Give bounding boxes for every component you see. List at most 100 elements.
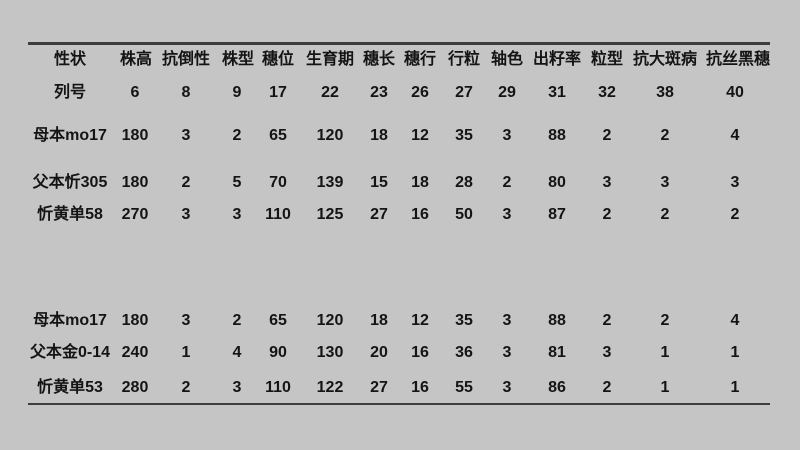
cell-value: 1 — [660, 379, 670, 396]
cell-value: 2 — [232, 312, 242, 329]
cell-value: 16 — [411, 379, 429, 396]
cell-value: 36 — [455, 344, 473, 361]
cell-value: 2 — [660, 206, 670, 223]
column-number: 26 — [411, 84, 429, 101]
cell-value: 1 — [730, 379, 740, 396]
cell-value: 122 — [316, 379, 344, 396]
cell-value: 180 — [121, 174, 149, 191]
cell-value: 3 — [502, 344, 512, 361]
table-row: 母本mo17 180 3 2 65 120 18 12 35 3 88 2 2 … — [20, 125, 784, 147]
column-header-smut-resistance: 抗丝黑穗 — [706, 51, 771, 68]
cell-value: 270 — [121, 206, 149, 223]
cell-value: 3 — [232, 379, 242, 396]
cell-value: 3 — [502, 206, 512, 223]
cell-value: 16 — [411, 206, 429, 223]
cell-value: 2 — [232, 127, 242, 144]
column-header-seed-rate: 出籽率 — [532, 51, 581, 68]
cell-value: 1 — [181, 344, 191, 361]
cell-value: 80 — [548, 174, 566, 191]
cell-value: 50 — [455, 206, 473, 223]
cell-value: 35 — [455, 127, 473, 144]
cell-value: 3 — [232, 206, 242, 223]
row-label: 母本mo17 — [33, 127, 107, 144]
cell-value: 180 — [121, 127, 149, 144]
cell-value: 18 — [411, 174, 429, 191]
column-header-cob-color: 轴色 — [490, 51, 523, 68]
cell-value: 120 — [316, 127, 344, 144]
table-row: 母本mo17 180 3 2 65 120 18 12 35 3 88 2 2 … — [20, 310, 784, 332]
cell-value: 2 — [502, 174, 512, 191]
cell-value: 180 — [121, 312, 149, 329]
table-bottom-rule — [28, 403, 770, 405]
cell-value: 4 — [730, 312, 740, 329]
column-number: 38 — [656, 84, 674, 101]
column-number: 40 — [726, 84, 744, 101]
cell-value: 35 — [455, 312, 473, 329]
table-row: 忻黄单58 270 3 3 110 125 27 16 50 3 87 2 2 … — [20, 204, 784, 226]
cell-value: 3 — [502, 312, 512, 329]
column-number: 29 — [498, 84, 516, 101]
column-header-trait: 性状 — [53, 51, 86, 68]
table-row: 忻黄单53 280 2 3 110 122 27 16 55 3 86 2 1 … — [20, 377, 784, 399]
cell-value: 65 — [269, 127, 287, 144]
column-number: 9 — [232, 84, 242, 101]
row-label: 父本金0-14 — [29, 344, 111, 361]
cell-value: 130 — [316, 344, 344, 361]
cell-value: 88 — [548, 312, 566, 329]
cell-value: 3 — [502, 127, 512, 144]
cell-value: 90 — [269, 344, 287, 361]
cell-value: 12 — [411, 127, 429, 144]
column-header-kernels-per-row: 行粒 — [447, 51, 480, 68]
column-header-kernel-type: 粒型 — [590, 51, 623, 68]
cell-value: 2 — [602, 206, 612, 223]
cell-value: 28 — [455, 174, 473, 191]
cell-value: 2 — [181, 379, 191, 396]
column-header-lodging-resistance: 抗倒性 — [161, 51, 210, 68]
column-number: 22 — [321, 84, 339, 101]
cell-value: 12 — [411, 312, 429, 329]
cell-value: 20 — [370, 344, 388, 361]
cell-value: 3 — [602, 344, 612, 361]
column-header-ear-length: 穗长 — [362, 51, 395, 68]
column-header-growth-period: 生育期 — [305, 51, 354, 68]
column-header-plant-type: 株型 — [222, 51, 255, 68]
cell-value: 18 — [370, 312, 388, 329]
cell-value: 1 — [660, 344, 670, 361]
column-header-plant-height: 株高 — [120, 51, 153, 68]
row-label: 父本忻305 — [32, 174, 108, 191]
cell-value: 3 — [502, 379, 512, 396]
cell-value: 27 — [370, 206, 388, 223]
cell-value: 110 — [265, 379, 291, 396]
cell-value: 88 — [548, 127, 566, 144]
cell-value: 2 — [602, 127, 612, 144]
cell-value: 1 — [730, 344, 740, 361]
row-label: 列号 — [53, 84, 86, 101]
cell-value: 70 — [269, 174, 287, 191]
cell-value: 4 — [232, 344, 242, 361]
table-top-rule — [28, 42, 770, 45]
cell-value: 280 — [121, 379, 149, 396]
cell-value: 2 — [181, 174, 191, 191]
cell-value: 3 — [181, 312, 191, 329]
row-label: 忻黄单58 — [37, 206, 103, 223]
column-number: 23 — [370, 84, 388, 101]
cell-value: 2 — [602, 379, 612, 396]
table-header-row: 性状 株高 抗倒性 株型 穗位 生育期 穗长 穗行 行粒 轴色 出籽率 粒型 抗… — [20, 49, 784, 71]
column-number: 8 — [181, 84, 191, 101]
cell-value: 3 — [181, 127, 191, 144]
cell-value: 125 — [316, 206, 344, 223]
cell-value: 3 — [181, 206, 191, 223]
column-number: 27 — [455, 84, 473, 101]
column-number-row: 列号 6 8 9 17 22 23 26 27 29 31 32 38 40 — [20, 82, 784, 104]
cell-value: 3 — [660, 174, 670, 191]
cell-value: 240 — [121, 344, 149, 361]
cell-value: 5 — [232, 174, 242, 191]
column-number: 32 — [598, 84, 616, 101]
column-header-blight-resistance: 抗大斑病 — [632, 51, 697, 68]
cell-value: 65 — [269, 312, 287, 329]
cell-value: 55 — [455, 379, 473, 396]
cell-value: 87 — [548, 206, 566, 223]
cell-value: 86 — [548, 379, 566, 396]
cell-value: 18 — [370, 127, 388, 144]
